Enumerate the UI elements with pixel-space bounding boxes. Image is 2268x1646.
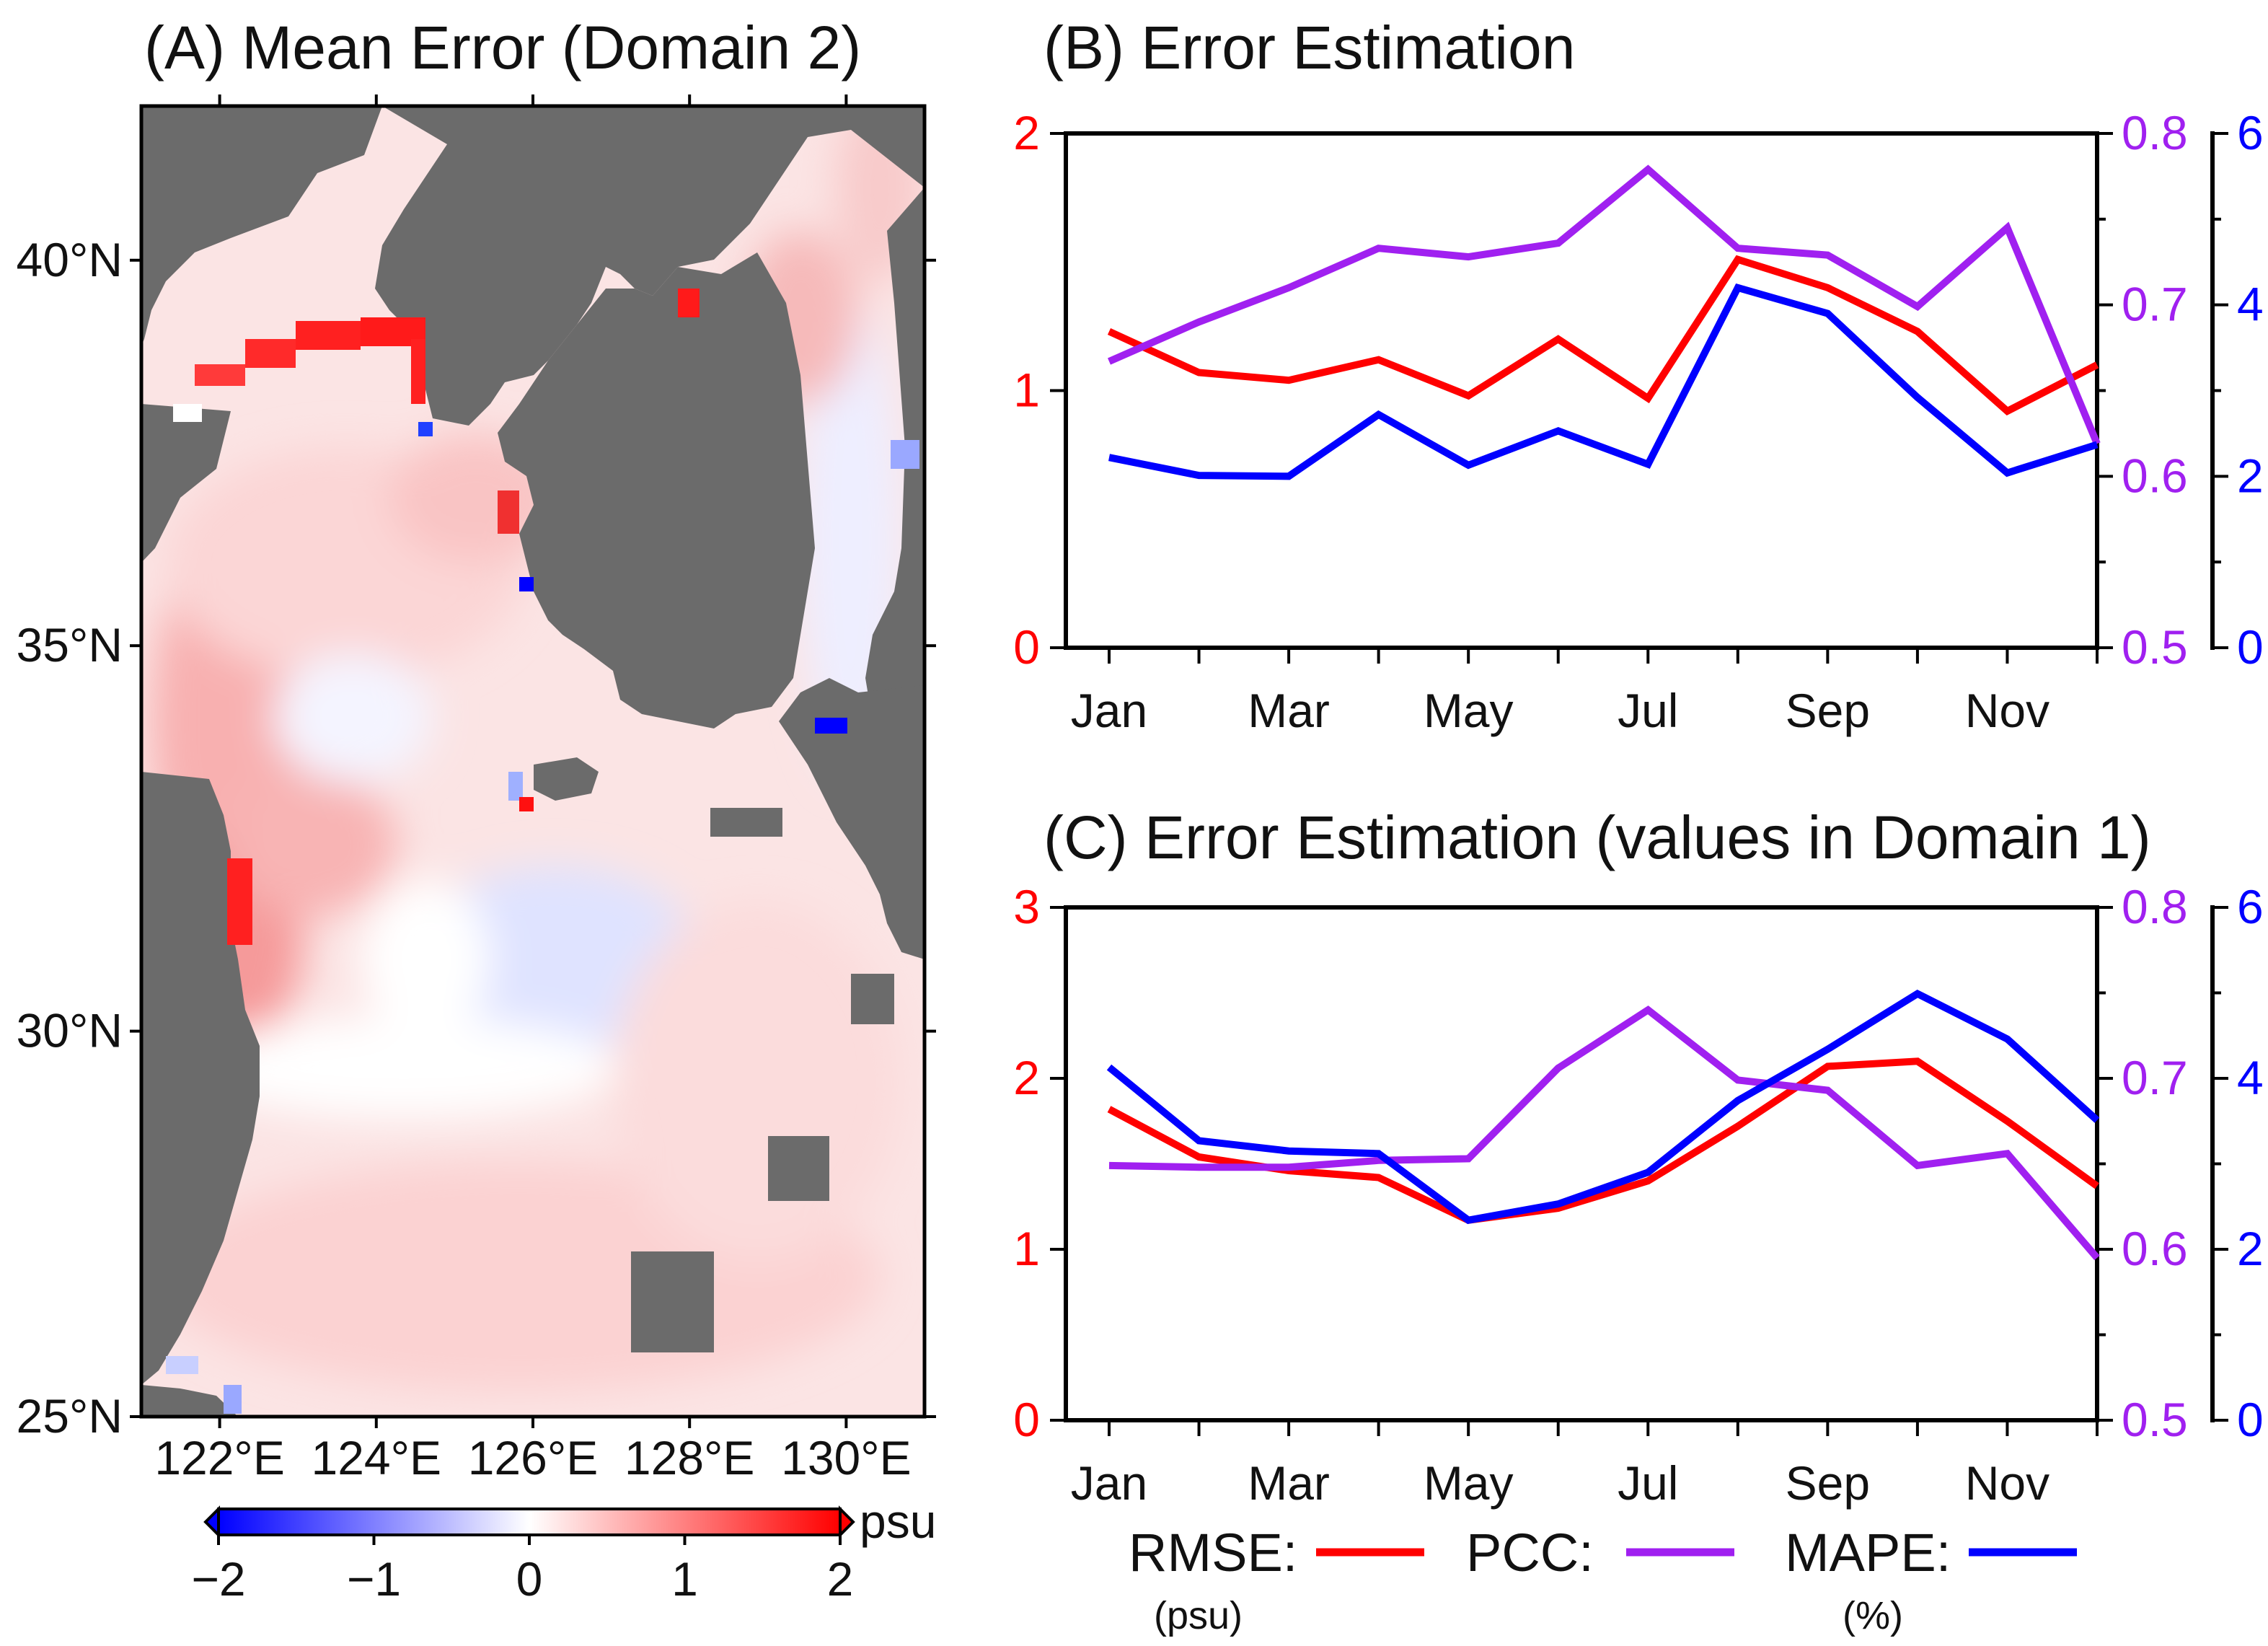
coastal-error-pixels [166,289,919,1414]
land-goto-islands [710,808,782,837]
land-shandong [141,404,231,563]
legend: RMSE: (psu) PCC: MAPE: (%) [1129,1523,2077,1637]
left-axis-tick-label: 2 [1013,1051,1040,1104]
colorbar-unit: psu [860,1495,936,1548]
land-tanegashima [851,974,894,1024]
land-kyushu [779,678,925,959]
right2-axis-tick-label: 6 [2237,106,2264,159]
colorbar: −2 −1 0 1 2 psu [191,1495,936,1606]
legend-label-mape: MAPE: [1785,1523,1951,1583]
x-tick-label: Nov [1965,1456,2049,1510]
panel-b-plot: Jan Mar May Jul Sep Nov 0 1 2 0.5 0.6 0.7 0.8 0 2 4 6 [1013,106,2263,737]
panel-a: (A) Mean Error (Domain 2) [17,14,937,1606]
map-axes: 122°E 124°E 126°E 128°E 130°E 25°N 30°N 35°N 40°… [17,94,936,1484]
land-amami [768,1136,829,1201]
series-line-mape [1108,283,2099,480]
panel-b-title: (B) Error Estimation [1043,14,1575,82]
x-tick-label: May [1424,1456,1514,1510]
right2-axis-tick-label: 6 [2237,880,2264,933]
colorbar-gradient [217,1508,842,1536]
map-x-tick-label: 126°E [468,1431,599,1484]
colorbar-min-extension [203,1505,220,1539]
left-axis-tick-label: 3 [1013,880,1040,933]
colorbar-tick-label: −1 [347,1552,401,1606]
plot-frame [1064,131,2099,650]
colorbar-max-extension [839,1505,855,1539]
panel-c-plot: Jan Mar May Jul Sep Nov 0 1 2 3 0.5 0.6 0.7 0.8 0 2 4 6 [1013,880,2263,1510]
series-line-pcc [1108,1005,2100,1261]
x-tick-label: May [1424,684,1514,737]
map-y-tick-label: 35°N [17,618,123,672]
land-jeju [534,757,599,801]
left-axis-tick-label: 0 [1013,1393,1040,1446]
series-line-rmse [1107,255,2099,416]
right1-axis-tick-label: 0.6 [2122,1222,2188,1275]
map-y-tick-label: 40°N [17,233,123,286]
map-y-tick-label: 25°N [17,1389,123,1443]
series-line-rmse [1107,1057,2099,1224]
x-tick-label: Sep [1786,1456,1870,1510]
map-x-tick-label: 130°E [781,1431,912,1484]
right1-axis-tick-label: 0.8 [2122,106,2188,159]
land-mainland-north [141,106,382,346]
right2-axis-tick-label: 0 [2237,1393,2264,1446]
x-tick-label: Sep [1786,684,1870,737]
legend-unit-mape: (%) [1843,1594,1903,1637]
legend-label-pcc: PCC: [1466,1523,1594,1583]
colorbar-tick-label: 2 [827,1552,854,1606]
series-line-mape [1106,989,2100,1225]
right1-axis-tick-label: 0.8 [2122,880,2188,933]
right1-axis-tick-label: 0.6 [2122,449,2188,502]
land-korea [498,252,815,729]
right1-axis-tick-label: 0.5 [2122,620,2188,674]
colorbar-ticks: −2 −1 0 1 2 [191,1535,853,1606]
map-area [141,106,925,1417]
right1-axis-tick-label: 0.7 [2122,278,2188,331]
land-liaodong-korea-north [375,106,925,426]
colorbar-tick-label: −2 [191,1552,245,1606]
panel-a-title: (A) Mean Error (Domain 2) [144,14,861,82]
panel-c: (C) Error Estimation (values in Domain 1… [1013,804,2263,1510]
right2-axis-tick-label: 4 [2237,278,2264,331]
x-tick-label: Nov [1965,684,2049,737]
x-tick-label: Jan [1071,684,1147,737]
right2-axis-tick-label: 2 [2237,449,2264,502]
x-tick-label: Mar [1248,684,1330,737]
right2-axis-tick-label: 0 [2237,620,2264,674]
series-line-pcc [1107,164,2101,446]
map-y-tick-label: 30°N [17,1004,123,1057]
left-axis-tick-label: 0 [1013,620,1040,674]
left-axis-tick-label: 1 [1013,364,1040,417]
map-x-tick-label: 128°E [625,1431,755,1484]
x-tick-label: Jul [1618,1456,1678,1510]
land-okinawa [631,1251,714,1352]
right2-axis-tick-label: 4 [2237,1051,2264,1104]
left-axis-tick-label: 2 [1013,106,1040,159]
map-x-tick-label: 122°E [154,1431,285,1484]
panel-b: (B) Error Estimation Jan Mar May Jul Sep Nov 0… [1013,14,2263,737]
land-fujian [141,1385,238,1417]
colorbar-tick-label: 1 [671,1552,698,1606]
x-tick-label: Jan [1071,1456,1147,1510]
x-tick-label: Jul [1618,684,1678,737]
panel-c-title: (C) Error Estimation (values in Domain 1… [1043,804,2151,871]
x-tick-label: Mar [1248,1456,1330,1510]
map-x-tick-label: 124°E [312,1431,442,1484]
left-axis-tick-label: 1 [1013,1222,1040,1275]
right2-axis-tick-label: 2 [2237,1222,2264,1275]
land-japan-north [865,188,925,721]
right1-axis-tick-label: 0.7 [2122,1051,2188,1104]
right1-axis-tick-label: 0.5 [2122,1393,2188,1446]
colorbar-tick-label: 0 [516,1552,543,1606]
legend-unit-rmse: (psu) [1154,1594,1243,1637]
legend-label-rmse: RMSE: [1129,1523,1297,1583]
